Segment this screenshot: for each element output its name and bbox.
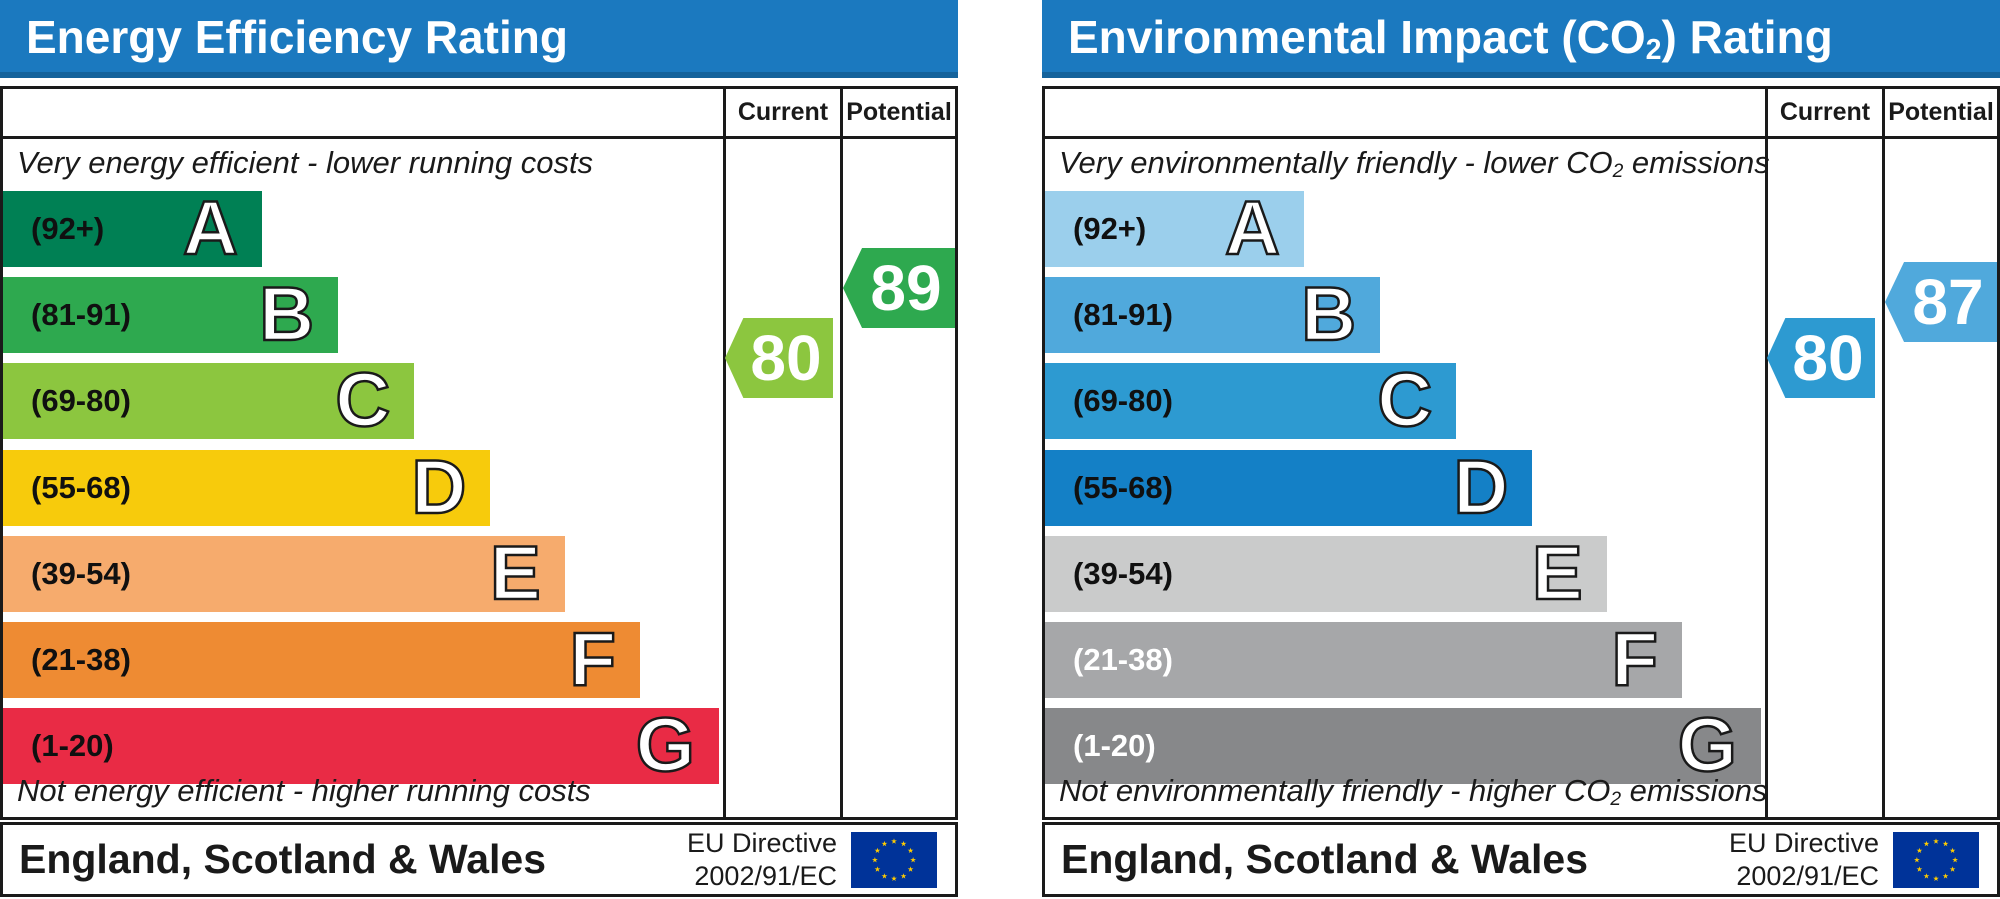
potential-column-header: Potential bbox=[846, 98, 952, 126]
column-divider bbox=[1882, 89, 1885, 817]
region-label: England, Scotland & Wales bbox=[1061, 836, 1588, 882]
band-d: (55-68) D bbox=[1045, 445, 1533, 530]
current-rating-value: 80 bbox=[750, 322, 822, 394]
potential-rating-arrow: 89 bbox=[843, 248, 955, 328]
current-rating-arrow: 80 bbox=[1767, 318, 1875, 398]
top-caption: Very environmentally friendly - lower CO… bbox=[1059, 145, 1770, 183]
band-a: (92+) A bbox=[1045, 186, 1304, 271]
environmental-impact-chart: Environmental Impact (CO2) Rating Curren… bbox=[1042, 0, 2000, 899]
eu-flag-icon bbox=[851, 831, 937, 888]
band-letter: A bbox=[182, 186, 239, 271]
band-range-label: (39-54) bbox=[1073, 556, 1173, 591]
energy-efficiency-chart: Energy Efficiency Rating Current Potenti… bbox=[0, 0, 958, 899]
band-letter: C bbox=[1376, 358, 1433, 443]
band-letter: E bbox=[1531, 531, 1584, 616]
region-label: England, Scotland & Wales bbox=[19, 836, 546, 882]
bottom-caption: Not energy efficient - higher running co… bbox=[17, 773, 591, 808]
eu-directive-label: EU Directive 2002/91/EC bbox=[686, 828, 837, 891]
current-column-header: Current bbox=[737, 98, 829, 126]
band-c: (69-80) C bbox=[1045, 358, 1457, 443]
band-range-label: (39-54) bbox=[31, 556, 131, 591]
column-divider bbox=[840, 89, 843, 817]
column-divider bbox=[723, 89, 726, 817]
band-letter: F bbox=[1610, 617, 1659, 702]
band-letter: E bbox=[489, 531, 542, 616]
chart-footer: England, Scotland & Wales EU Directive 20… bbox=[0, 822, 958, 897]
band-range-label: (81-91) bbox=[1073, 297, 1173, 332]
band-letter: D bbox=[1452, 445, 1509, 530]
potential-column-header: Potential bbox=[1888, 98, 1994, 126]
band-letter: G bbox=[1677, 703, 1739, 788]
band-range-label: (1-20) bbox=[1073, 728, 1156, 763]
current-rating-arrow: 80 bbox=[725, 318, 833, 398]
header-row-divider bbox=[3, 136, 955, 139]
potential-rating-arrow: 87 bbox=[1885, 262, 1997, 342]
band-a: (92+) A bbox=[3, 186, 262, 271]
band-range-label: (92+) bbox=[1073, 211, 1147, 246]
current-column-header: Current bbox=[1779, 98, 1871, 126]
band-letter: G bbox=[635, 703, 697, 788]
band-letter: A bbox=[1224, 186, 1281, 271]
band-b: (81-91) B bbox=[1045, 272, 1381, 357]
potential-rating-value: 89 bbox=[870, 252, 942, 324]
bottom-caption: Not environmentally friendly - higher CO… bbox=[1059, 773, 1768, 811]
band-letter: C bbox=[334, 358, 391, 443]
band-range-label: (69-80) bbox=[31, 383, 131, 418]
band-e: (39-54) E bbox=[3, 531, 565, 616]
band-letter: F bbox=[568, 617, 617, 702]
band-letter: B bbox=[258, 272, 315, 357]
top-caption: Very energy efficient - lower running co… bbox=[17, 145, 594, 180]
column-divider bbox=[1765, 89, 1768, 817]
eu-flag-icon bbox=[1893, 831, 1979, 888]
energy-rating-table: Current Potential Very energy efficient … bbox=[0, 86, 958, 820]
band-range-label: (92+) bbox=[31, 211, 105, 246]
environmental-title-bar: Environmental Impact (CO2) Rating bbox=[1042, 0, 2000, 78]
band-range-label: (69-80) bbox=[1073, 383, 1173, 418]
environmental-chart-title: Environmental Impact (CO2) Rating bbox=[1068, 11, 1833, 67]
environmental-rating-table: Current Potential Very environmentally f… bbox=[1042, 86, 2000, 820]
band-range-label: (55-68) bbox=[1073, 470, 1173, 505]
band-b: (81-91) B bbox=[3, 272, 339, 357]
band-e: (39-54) E bbox=[1045, 531, 1607, 616]
current-rating-value: 80 bbox=[1792, 322, 1864, 394]
band-letter: D bbox=[410, 445, 467, 530]
band-c: (69-80) C bbox=[3, 358, 415, 443]
band-range-label: (81-91) bbox=[31, 297, 131, 332]
chart-footer: England, Scotland & Wales EU Directive 20… bbox=[1042, 822, 2000, 897]
energy-title-bar: Energy Efficiency Rating bbox=[0, 0, 958, 78]
band-d: (55-68) D bbox=[3, 445, 491, 530]
band-f: (21-38) F bbox=[3, 617, 640, 702]
energy-chart-title: Energy Efficiency Rating bbox=[26, 11, 568, 63]
band-letter: B bbox=[1300, 272, 1357, 357]
band-f: (21-38) F bbox=[1045, 617, 1682, 702]
band-range-label: (1-20) bbox=[31, 728, 114, 763]
eu-directive-label: EU Directive 2002/91/EC bbox=[1728, 828, 1879, 891]
band-range-label: (21-38) bbox=[31, 642, 131, 677]
band-g: (1-20) G bbox=[1045, 703, 1761, 788]
header-row-divider bbox=[1045, 136, 1997, 139]
band-range-label: (21-38) bbox=[1073, 642, 1173, 677]
potential-rating-value: 87 bbox=[1912, 266, 1984, 338]
band-g: (1-20) G bbox=[3, 703, 719, 788]
band-range-label: (55-68) bbox=[31, 470, 131, 505]
